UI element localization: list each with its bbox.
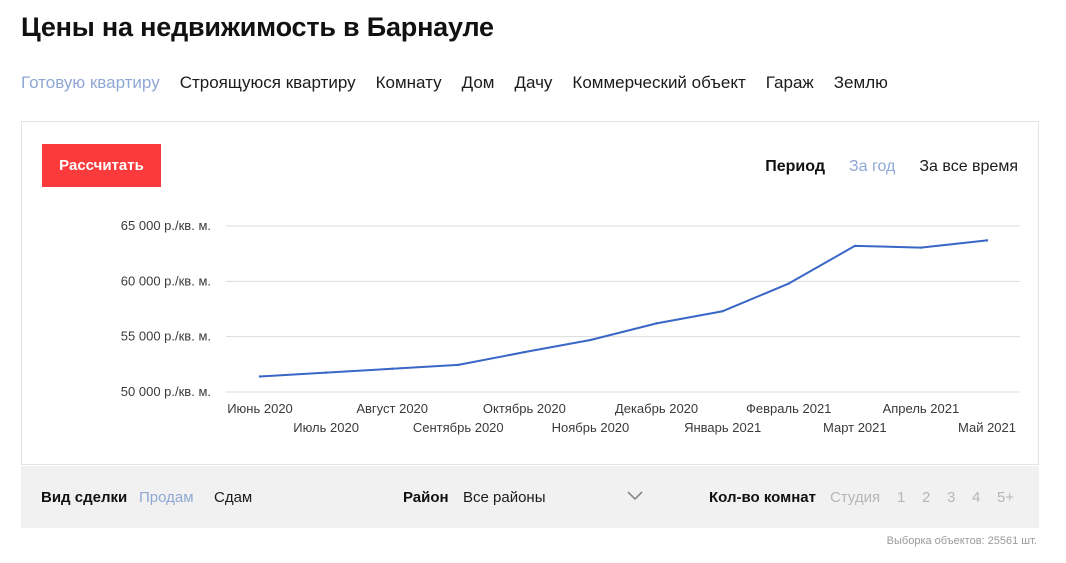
x-tick-label: Июнь 2020 (227, 401, 293, 416)
district-label: Район (403, 489, 449, 506)
tab-land[interactable]: Землю (833, 73, 888, 92)
x-tick-label: Июль 2020 (293, 420, 359, 435)
price-series-line (259, 239, 988, 378)
price-chart-card: Рассчитать Период За год За все время 65… (21, 121, 1039, 465)
price-point (457, 363, 460, 367)
district-select[interactable]: Все районы (463, 489, 546, 506)
tab-commercial[interactable]: Коммерческий объект (572, 73, 746, 92)
tab-new-apartment[interactable]: Строящуюся квартиру (179, 73, 356, 92)
price-point (655, 322, 658, 325)
rooms-option-3[interactable]: 3 (947, 489, 956, 506)
deal-option-rent[interactable]: Сдам (214, 489, 253, 506)
x-tick-label: Апрель 2021 (883, 401, 960, 416)
price-point (523, 350, 526, 354)
price-point (258, 375, 262, 378)
price-point (985, 239, 989, 242)
y-tick-label: 65 000 р./кв. м. (121, 218, 211, 233)
tab-ready-apartment[interactable]: Готовую квартиру (21, 73, 160, 92)
rooms-label: Кол-во комнат (709, 489, 816, 506)
x-tick-label: Август 2020 (356, 401, 428, 416)
rooms-option-4[interactable]: 4 (972, 489, 981, 506)
price-point (324, 371, 328, 374)
y-tick-label: 50 000 р./кв. м. (121, 384, 211, 399)
tab-house[interactable]: Дом (461, 73, 495, 92)
rooms-option-studio[interactable]: Студия (830, 489, 881, 506)
x-tick-label: Февраль 2021 (746, 401, 831, 416)
filter-bar: Вид сделки Продам Сдам Район Все районы … (21, 466, 1039, 528)
x-tick-label: Январь 2021 (684, 420, 761, 435)
price-point (390, 367, 394, 370)
x-tick-label: Сентябрь 2020 (413, 420, 504, 435)
y-tick-label: 55 000 р./кв. м. (121, 329, 211, 344)
x-tick-label: Май 2021 (958, 420, 1016, 435)
chevron-down-icon[interactable] (627, 491, 643, 501)
period-option-year[interactable]: За год (848, 158, 896, 175)
x-tick-label: Март 2021 (823, 420, 887, 435)
price-point (721, 310, 724, 313)
price-point (589, 338, 592, 342)
property-type-tabs: Готовую квартиру Строящуюся квартиру Ком… (21, 73, 888, 93)
price-point (853, 244, 857, 248)
period-label: Период (765, 158, 825, 175)
rooms-option-5plus[interactable]: 5+ (997, 489, 1015, 506)
period-option-all-time[interactable]: За все время (919, 158, 1018, 175)
x-tick-label: Октябрь 2020 (483, 401, 566, 416)
tab-room[interactable]: Комнату (375, 73, 442, 92)
period-selector: Период За год За все время (765, 158, 1018, 176)
rooms-option-2[interactable]: 2 (922, 489, 931, 506)
deal-type-label: Вид сделки (41, 489, 128, 506)
tab-dacha[interactable]: Дачу (514, 73, 553, 92)
price-point (919, 246, 923, 249)
price-point (787, 282, 790, 285)
x-tick-label: Ноябрь 2020 (552, 420, 630, 435)
calculate-button[interactable]: Рассчитать (42, 144, 161, 187)
tab-garage[interactable]: Гараж (765, 73, 814, 92)
rooms-option-1[interactable]: 1 (897, 489, 906, 506)
page-title: Цены на недвижимость в Барнауле (21, 12, 494, 42)
deal-option-sell[interactable]: Продам (139, 489, 194, 506)
sample-size-note: Выборка объектов: 25561 шт. (886, 535, 1037, 547)
x-tick-label: Декабрь 2020 (615, 401, 698, 416)
y-tick-label: 60 000 р./кв. м. (121, 273, 211, 288)
price-line-chart: 65 000 р./кв. м. 60 000 р./кв. м. 55 000 р… (121, 218, 1020, 435)
